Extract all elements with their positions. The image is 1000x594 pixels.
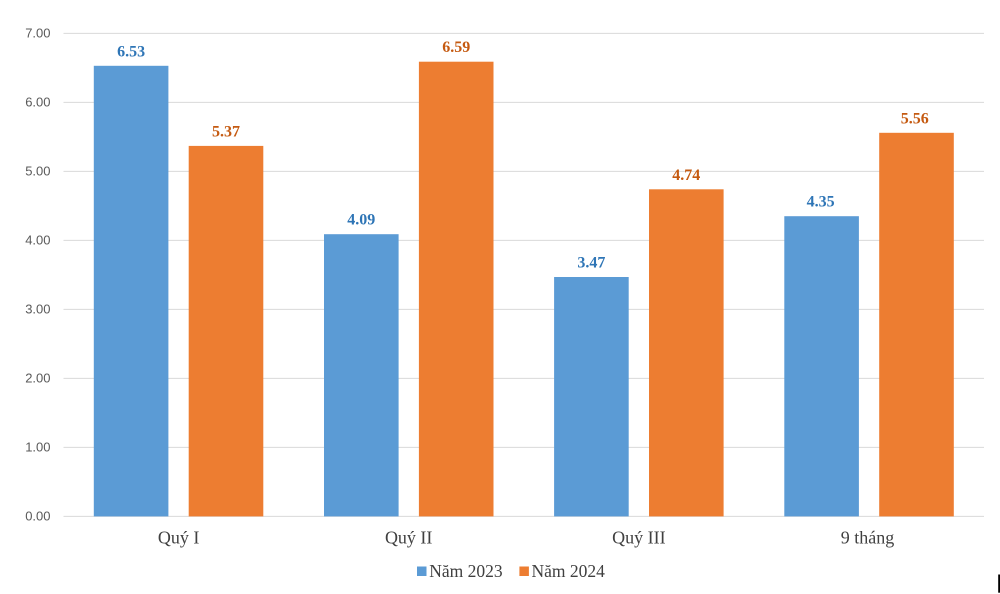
svg-text:Năm 2024: Năm 2024 xyxy=(532,561,606,581)
svg-text:4.35: 4.35 xyxy=(807,194,835,211)
svg-text:7.00: 7.00 xyxy=(25,25,50,40)
svg-text:1.00: 1.00 xyxy=(25,439,50,454)
svg-text:Quý III: Quý III xyxy=(612,528,665,548)
svg-text:Quý II: Quý II xyxy=(385,528,433,548)
svg-text:3.00: 3.00 xyxy=(25,301,50,316)
svg-text:9 tháng: 9 tháng xyxy=(841,528,895,548)
svg-text:5.56: 5.56 xyxy=(901,110,929,127)
svg-text:3.47: 3.47 xyxy=(577,255,605,272)
svg-text:2.00: 2.00 xyxy=(25,370,50,385)
svg-text:4.09: 4.09 xyxy=(347,212,375,229)
svg-text:6.00: 6.00 xyxy=(25,94,50,109)
svg-text:4.00: 4.00 xyxy=(25,232,50,247)
svg-text:6.59: 6.59 xyxy=(442,39,470,56)
svg-text:4.74: 4.74 xyxy=(672,167,700,184)
svg-text:0.00: 0.00 xyxy=(25,508,50,523)
svg-text:Năm 2023: Năm 2023 xyxy=(429,561,503,581)
svg-text:Quý I: Quý I xyxy=(158,528,200,548)
svg-text:5.00: 5.00 xyxy=(25,163,50,178)
svg-text:5.37: 5.37 xyxy=(212,123,240,140)
svg-text:6.53: 6.53 xyxy=(117,43,145,60)
